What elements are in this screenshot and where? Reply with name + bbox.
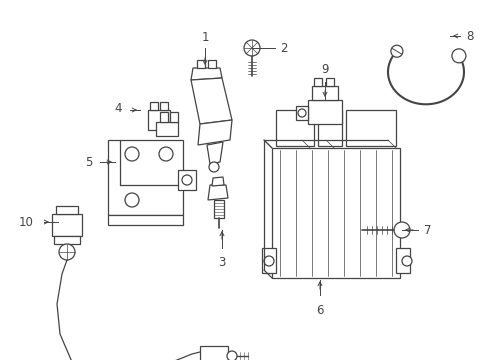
Bar bbox=[295, 106, 307, 120]
Polygon shape bbox=[207, 185, 227, 200]
Bar bbox=[52, 214, 82, 236]
Text: 10: 10 bbox=[19, 216, 34, 229]
Bar bbox=[307, 100, 341, 124]
Polygon shape bbox=[191, 78, 231, 124]
Text: 5: 5 bbox=[84, 156, 92, 168]
Circle shape bbox=[393, 222, 409, 238]
Circle shape bbox=[159, 147, 173, 161]
Circle shape bbox=[226, 351, 237, 360]
Circle shape bbox=[264, 256, 273, 266]
Bar bbox=[395, 248, 409, 273]
Polygon shape bbox=[108, 140, 183, 215]
Bar bbox=[200, 346, 227, 360]
Circle shape bbox=[125, 193, 139, 207]
Polygon shape bbox=[212, 177, 224, 186]
Bar bbox=[275, 110, 313, 146]
Circle shape bbox=[244, 40, 260, 56]
Bar bbox=[197, 60, 204, 68]
Text: 9: 9 bbox=[321, 63, 328, 76]
Bar bbox=[160, 112, 168, 122]
Circle shape bbox=[390, 45, 402, 57]
Polygon shape bbox=[206, 142, 223, 164]
Bar bbox=[311, 86, 337, 100]
Circle shape bbox=[297, 109, 305, 117]
Bar bbox=[56, 206, 78, 214]
Text: 4: 4 bbox=[114, 102, 122, 114]
Text: 6: 6 bbox=[316, 304, 323, 317]
Bar bbox=[156, 122, 178, 136]
Bar bbox=[170, 112, 178, 122]
Bar bbox=[108, 215, 183, 225]
Circle shape bbox=[208, 162, 219, 172]
Text: 2: 2 bbox=[280, 41, 287, 54]
Bar bbox=[313, 78, 321, 86]
Text: 3: 3 bbox=[218, 256, 225, 269]
Text: 7: 7 bbox=[423, 224, 430, 237]
Bar bbox=[160, 102, 168, 110]
Bar bbox=[207, 60, 216, 68]
Polygon shape bbox=[191, 68, 222, 80]
Bar bbox=[346, 110, 395, 146]
Bar bbox=[148, 110, 170, 130]
Circle shape bbox=[59, 244, 75, 260]
Bar bbox=[317, 110, 341, 146]
Bar bbox=[271, 148, 399, 278]
Text: 1: 1 bbox=[201, 31, 208, 44]
Bar bbox=[262, 248, 275, 273]
Bar bbox=[178, 170, 196, 190]
Bar bbox=[325, 78, 333, 86]
Bar bbox=[214, 200, 224, 218]
Circle shape bbox=[401, 256, 411, 266]
Polygon shape bbox=[198, 120, 231, 145]
Text: 8: 8 bbox=[465, 30, 472, 42]
Circle shape bbox=[451, 49, 465, 63]
Bar bbox=[150, 102, 158, 110]
Circle shape bbox=[125, 147, 139, 161]
Bar bbox=[54, 236, 80, 244]
Circle shape bbox=[182, 175, 192, 185]
